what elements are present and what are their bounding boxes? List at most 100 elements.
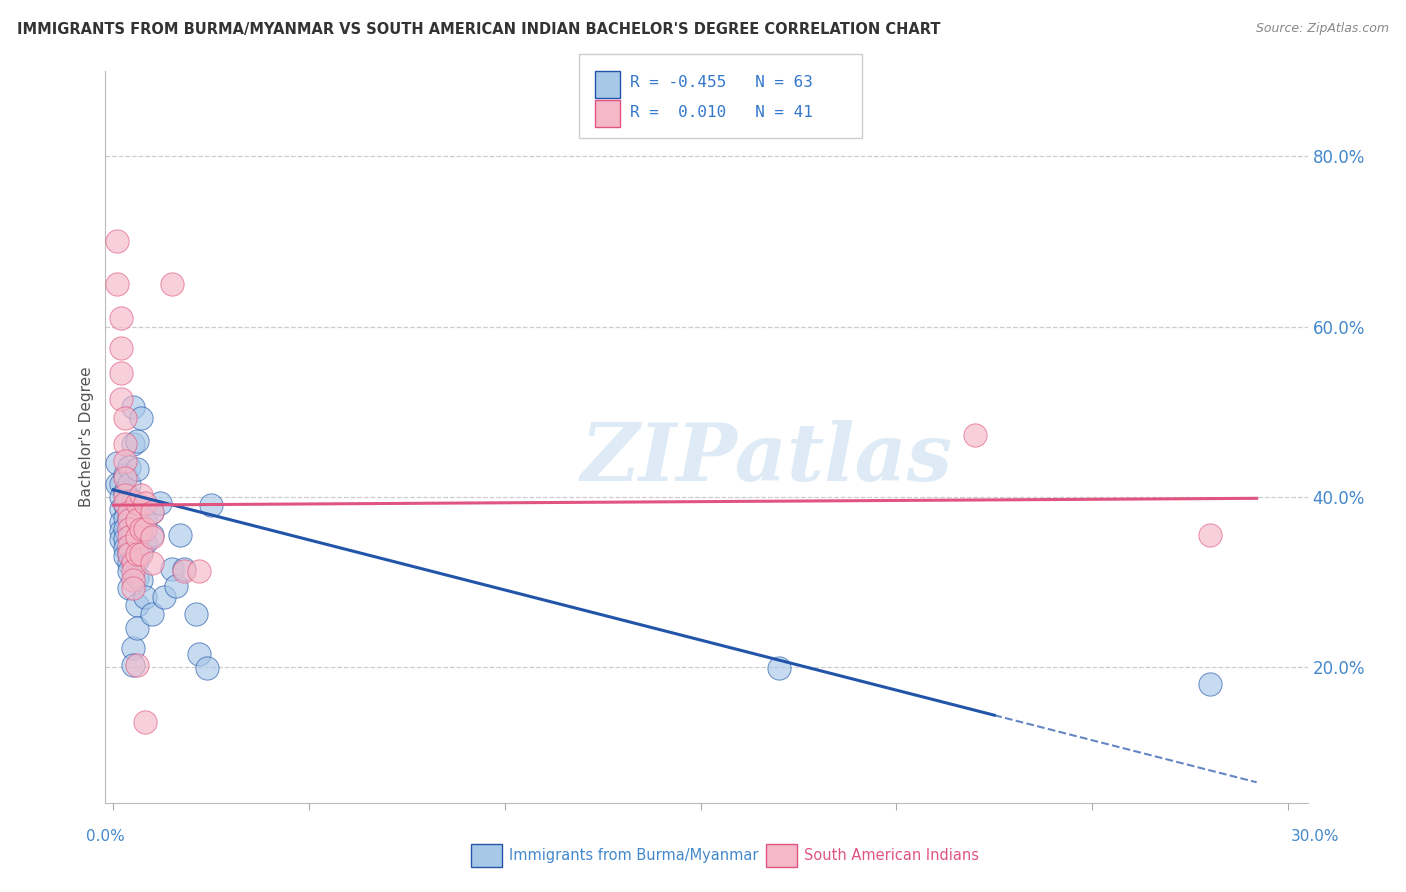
- Point: [114, 488, 136, 502]
- Point: [129, 488, 152, 502]
- Point: [118, 545, 141, 559]
- Point: [118, 539, 141, 553]
- Text: Immigrants from Burma/Myanmar: Immigrants from Burma/Myanmar: [509, 848, 758, 863]
- Point: [141, 505, 163, 519]
- Point: [129, 548, 152, 562]
- Point: [118, 476, 141, 491]
- Point: [110, 366, 132, 380]
- Point: [125, 513, 148, 527]
- Point: [134, 536, 156, 550]
- Point: [110, 311, 132, 326]
- Point: [134, 496, 156, 510]
- Point: [125, 548, 148, 562]
- Point: [160, 277, 183, 291]
- Point: [125, 531, 148, 545]
- Point: [173, 562, 195, 576]
- Text: 30.0%: 30.0%: [1291, 830, 1339, 844]
- Point: [125, 511, 148, 525]
- Point: [114, 471, 136, 485]
- Y-axis label: Bachelor's Degree: Bachelor's Degree: [79, 367, 94, 508]
- Point: [195, 661, 218, 675]
- Point: [114, 511, 136, 525]
- Point: [118, 565, 141, 579]
- Point: [149, 496, 172, 510]
- Point: [121, 556, 143, 570]
- Point: [118, 494, 141, 508]
- Point: [110, 392, 132, 406]
- Point: [114, 498, 136, 512]
- Point: [153, 590, 176, 604]
- Point: [121, 553, 143, 567]
- Point: [118, 459, 141, 474]
- Point: [110, 341, 132, 355]
- Point: [114, 485, 136, 500]
- Text: Source: ZipAtlas.com: Source: ZipAtlas.com: [1256, 22, 1389, 36]
- Point: [134, 714, 156, 729]
- Point: [165, 579, 187, 593]
- Point: [110, 532, 132, 546]
- Point: [114, 522, 136, 536]
- Point: [134, 590, 156, 604]
- Point: [129, 411, 152, 425]
- Point: [134, 513, 156, 527]
- Point: [125, 570, 148, 584]
- Point: [118, 513, 141, 527]
- Point: [188, 565, 211, 579]
- Text: South American Indians: South American Indians: [804, 848, 979, 863]
- Point: [141, 607, 163, 621]
- Point: [114, 549, 136, 563]
- Point: [110, 524, 132, 538]
- Point: [121, 573, 143, 587]
- Point: [114, 496, 136, 510]
- Point: [141, 528, 163, 542]
- Point: [121, 528, 143, 542]
- Point: [125, 658, 148, 673]
- Point: [121, 401, 143, 415]
- Point: [110, 476, 132, 491]
- Point: [768, 661, 790, 675]
- Point: [114, 411, 136, 425]
- Point: [169, 528, 191, 542]
- Point: [141, 556, 163, 570]
- Point: [125, 496, 148, 510]
- Text: R =  0.010   N = 41: R = 0.010 N = 41: [630, 105, 813, 120]
- Point: [121, 494, 143, 508]
- Point: [129, 573, 152, 587]
- Point: [129, 528, 152, 542]
- Point: [125, 528, 148, 542]
- Point: [125, 599, 148, 613]
- Point: [200, 498, 222, 512]
- Point: [110, 502, 132, 516]
- Point: [118, 556, 141, 570]
- Point: [1198, 528, 1220, 542]
- Point: [173, 565, 195, 579]
- Point: [134, 522, 156, 536]
- Point: [121, 565, 143, 579]
- Point: [141, 505, 163, 519]
- Point: [118, 522, 141, 536]
- Point: [125, 462, 148, 476]
- Point: [114, 454, 136, 468]
- Point: [121, 437, 143, 451]
- Point: [114, 437, 136, 451]
- Point: [105, 235, 128, 249]
- Point: [118, 511, 141, 525]
- Point: [110, 515, 132, 529]
- Point: [121, 640, 143, 655]
- Point: [110, 490, 132, 504]
- Text: R = -0.455   N = 63: R = -0.455 N = 63: [630, 75, 813, 89]
- Point: [129, 545, 152, 559]
- Point: [188, 647, 211, 661]
- Point: [121, 511, 143, 525]
- Point: [105, 476, 128, 491]
- Point: [114, 468, 136, 483]
- Point: [125, 622, 148, 636]
- Point: [129, 522, 152, 536]
- Point: [121, 582, 143, 596]
- Point: [118, 548, 141, 562]
- Point: [118, 531, 141, 545]
- Text: 0.0%: 0.0%: [86, 830, 125, 844]
- Point: [184, 607, 207, 621]
- Point: [1198, 677, 1220, 691]
- Text: ZIPatlas: ZIPatlas: [581, 420, 953, 498]
